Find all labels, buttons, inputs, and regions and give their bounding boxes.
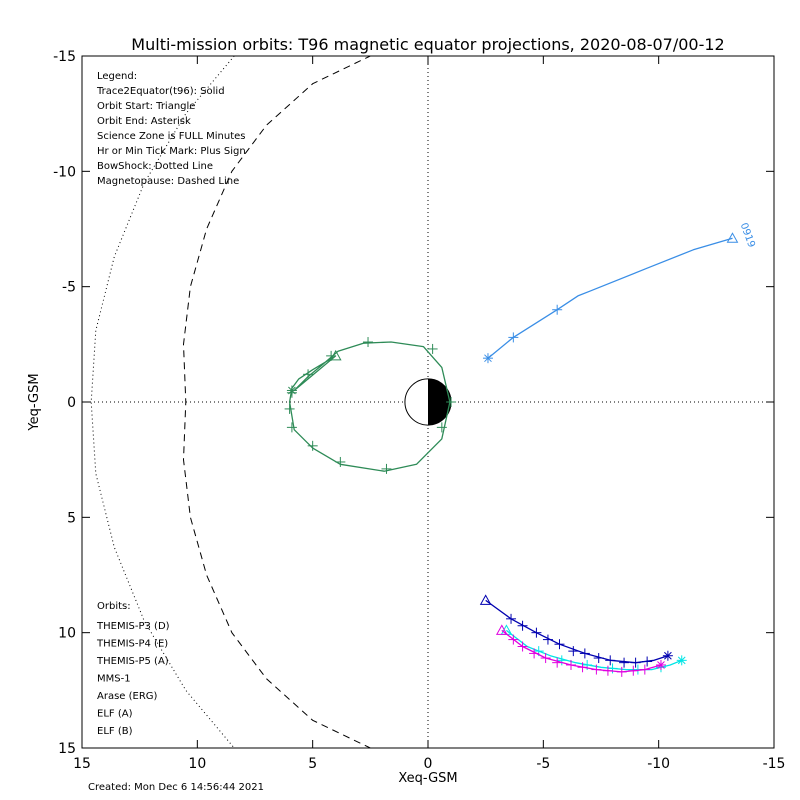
- x-tick-label: 10: [188, 756, 206, 772]
- legend-line: Hr or Min Tick Mark: Plus Sign: [97, 146, 246, 157]
- earth-night-side: [428, 378, 452, 426]
- x-tick-label: 5: [308, 756, 317, 772]
- orbits-header: Orbits:: [97, 601, 131, 612]
- legend-line: Legend:: [97, 71, 137, 82]
- orbit-start-triangle: [329, 349, 342, 361]
- x-tick-label: 0: [424, 756, 433, 772]
- orbit-legend-item: ELF (A): [97, 709, 133, 720]
- orbit-end-asterisk: [484, 354, 492, 363]
- y-tick-label: -5: [62, 280, 76, 296]
- x-axis-label: Xeq-GSM: [398, 771, 457, 786]
- series-themis-p4-e-: [479, 594, 673, 668]
- legend-line: Science Zone is FULL Minutes: [97, 131, 246, 142]
- y-tick-label: 5: [67, 510, 76, 526]
- orbit-end-asterisk: [677, 656, 686, 665]
- y-tick-label: 0: [67, 395, 76, 411]
- legend-line: Orbit Start: Triangle: [97, 101, 195, 112]
- orbit-end-asterisk: [288, 386, 296, 395]
- y-tick-label: -10: [53, 164, 76, 180]
- orbit-end-asterisk: [664, 651, 672, 660]
- orbit-legend-item: Arase (ERG): [97, 691, 158, 702]
- orbit-start-triangle: [726, 232, 739, 243]
- series-arase-erg-: [284, 337, 457, 474]
- legend-line: BowShock: Dotted Line: [97, 161, 213, 172]
- y-axis-label: Yeq-GSM: [27, 373, 42, 431]
- y-ticks: -15 -10 -5 0 5 10 15: [53, 49, 774, 757]
- legend-line: Orbit End: Asterisk: [97, 116, 191, 127]
- series-elf-a-: 0919: [482, 221, 757, 364]
- orbit-trace: [487, 237, 733, 359]
- x-tick-label: -15: [763, 756, 786, 772]
- orbit-series: 0919: [284, 221, 757, 677]
- orbit-start-triangle: [479, 594, 492, 605]
- plot-area: 0919: [81, 55, 775, 749]
- zero-lines: [82, 56, 774, 748]
- legend-line: Magnetopause: Dashed Line: [97, 176, 239, 187]
- boundaries: [90, 56, 456, 748]
- orbit-trace: [506, 629, 682, 671]
- orbit-legend-item: ELF (B): [97, 726, 133, 737]
- plot-title: Multi-mission orbits: T96 magnetic equat…: [131, 35, 724, 54]
- earth-icon: [404, 378, 452, 426]
- orbit-label: 0919: [738, 221, 757, 249]
- orbit-legend-item: THEMIS-P4 (E): [96, 639, 168, 650]
- orbit-legend-item: MMS-1: [97, 674, 131, 685]
- x-tick-label: -10: [647, 756, 670, 772]
- orbit-trace: [485, 599, 669, 664]
- bow-shock-line: [90, 56, 235, 748]
- orbit-start-triangle: [495, 624, 508, 635]
- legend-line: Trace2Equator(t96): Solid: [96, 86, 225, 97]
- magnetopause-line: [182, 56, 456, 748]
- orbit-end-asterisk: [657, 661, 665, 669]
- x-tick-label: -5: [536, 756, 550, 772]
- created-timestamp: Created: Mon Dec 6 14:56:44 2021: [88, 782, 264, 793]
- y-tick-label: 10: [58, 626, 76, 642]
- orbit-legend: Orbits: THEMIS-P3 (D) THEMIS-P4 (E) THEMIS-…: [96, 601, 170, 737]
- x-ticks: 15 10 5 0 -5 -10 -15: [73, 56, 785, 772]
- x-tick-label: 15: [73, 756, 91, 772]
- orbit-legend-item: THEMIS-P3 (D): [96, 621, 170, 632]
- legend-box: Legend: Trace2Equator(t96): Solid Orbit St…: [96, 71, 246, 187]
- orbit-trace: [501, 629, 662, 673]
- orbit-legend-item: THEMIS-P5 (A): [96, 656, 169, 667]
- y-tick-label: 15: [58, 741, 76, 757]
- y-tick-label: -15: [53, 49, 76, 65]
- series-themis-p5-a-: [495, 624, 666, 677]
